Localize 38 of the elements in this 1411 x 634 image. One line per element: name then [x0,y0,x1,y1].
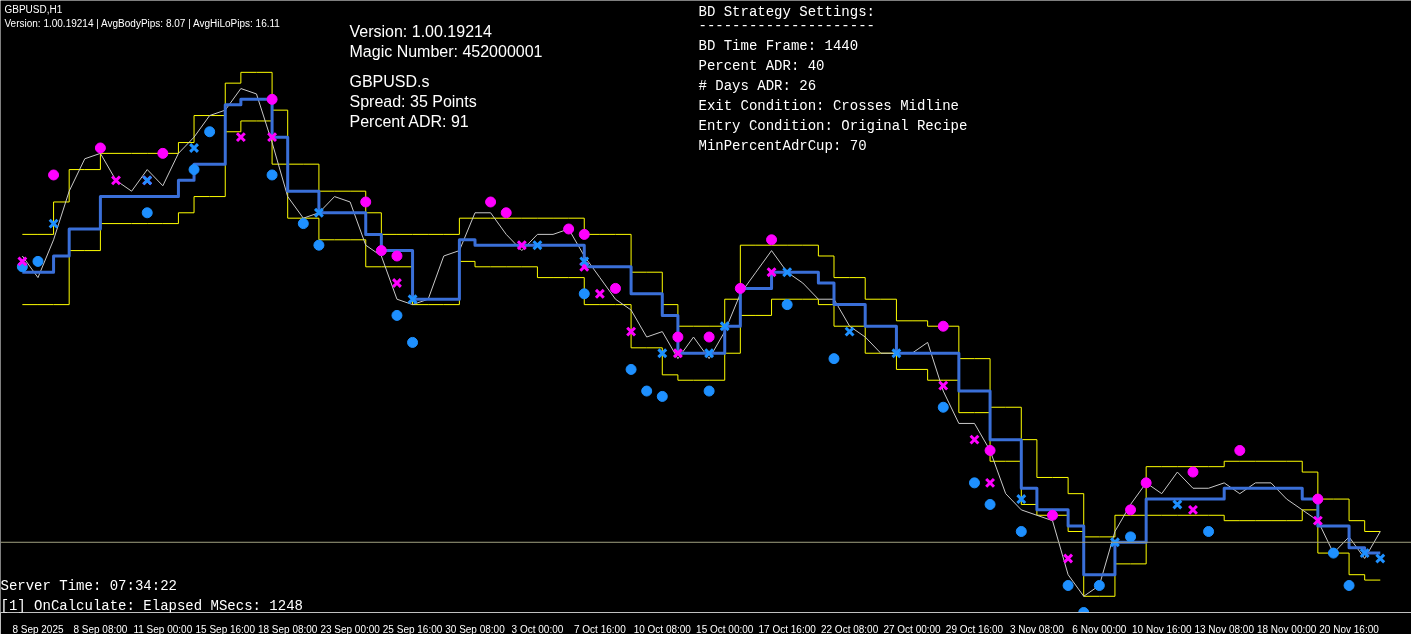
annotation: Percent ADR: 40 [698,57,825,74]
x-tick-label: 15 Oct 00:00 [696,623,754,634]
x-tick-label: 3 Nov 08:00 [1009,623,1065,634]
x-tick-label: 3 Oct 00:00 [511,623,564,634]
x-tick-label: 25 Sep 16:00 [382,623,443,634]
x-tick-label: 6 Nov 00:00 [1072,623,1127,634]
text: Version: 1.00.19214 | AvgBodyPips: 8.07 | AvgHiLoPips: 16.11 [4,17,281,29]
annotation: MinPercentAdrCup: 70 [698,137,867,154]
x-tick-label: 8 Sep 2025 [12,623,64,634]
annotation: Server Time: 07:34:22 [0,577,177,594]
x-tick-label: 18 Sep 08:00 [257,623,318,634]
x-tick-label: 18 Nov 00:00 [1256,623,1317,634]
x-tick-label: 7 Oct 16:00 [574,623,627,634]
x-tick-label: 23 Sep 00:00 [320,623,381,634]
annotation: [1] OnCalculate: Elapsed MSecs: 1248 [0,597,303,614]
text: Version: 1.00.19214 [349,22,492,40]
x-tick-label: 8 Sep 08:00 [73,623,128,634]
x-tick-label: 10 Oct 08:00 [633,623,692,634]
text: BD Strategy Settings: [698,3,875,20]
annotation: # Days ADR: 26 [698,77,817,94]
text: BD Time Frame: 1440 [698,37,859,54]
annotation: Exit Condition: Crosses Midline [698,97,959,114]
x-tick-label: 13 Nov 08:00 [1194,623,1255,634]
chart-title: GBPUSD,H1 [4,3,63,15]
text: Magic Number: 452000001 [349,42,543,60]
x-tick-label: 11 Sep 00:00 [133,623,193,634]
x-tick-label: 17 Oct 16:00 [758,623,817,634]
annotation: Spread: 35 Points [349,92,477,110]
annotation: Entry Condition: Original Recipe [698,117,968,134]
x-tick-label: 29 Oct 16:00 [945,623,1004,634]
x-tick-label: 22 Oct 08:00 [820,623,879,634]
x-tick-label: 10 Nov 16:00 [1132,623,1192,634]
x-tick-label: 30 Sep 08:00 [445,623,506,634]
annotation: Percent ADR: 91 [349,112,469,130]
annotation: GBPUSD.s [349,72,430,90]
x-tick-label: 27 Oct 00:00 [883,623,942,634]
x-tick-label: 15 Sep 16:00 [195,623,256,634]
x-tick-label: 20 Nov 16:00 [1319,623,1380,634]
